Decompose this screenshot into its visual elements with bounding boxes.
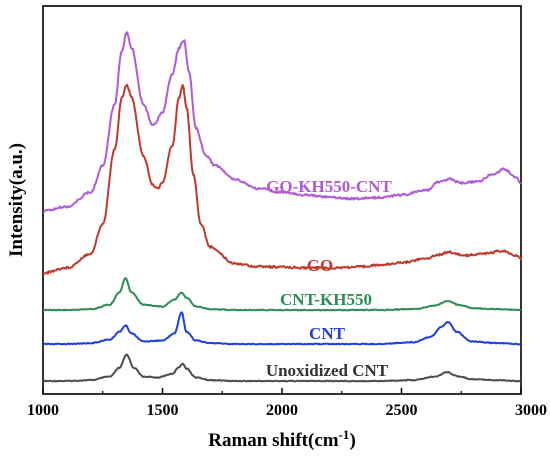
series-label-cnt: CNT: [309, 324, 346, 343]
series-line-go: [42, 83, 522, 275]
x-tick-label: 2500: [386, 402, 418, 419]
y-axis-title: Intensity(a.u.): [6, 143, 27, 257]
x-tick-layer: 1000 1500 2000 2500 3000: [27, 388, 547, 419]
series-label-unoxidized-cnt: Unoxidized CNT: [266, 361, 389, 380]
series-line-cnt-kh550: [42, 277, 522, 312]
series-label-go-kh550-cnt: GO-KH550-CNT: [266, 177, 392, 196]
series-line-go-kh550-cnt: [42, 31, 522, 213]
x-tick-label: 3000: [515, 402, 547, 419]
series-line-cnt: [42, 311, 522, 346]
x-tick-label: 1500: [147, 402, 179, 419]
series-layer: [42, 31, 522, 383]
x-tick-label: 2000: [266, 402, 298, 419]
series-label-go: GO: [307, 256, 333, 275]
series-label-layer: Unoxidized CNT CNT CNT-KH550 GO GO-KH550-CNT: [266, 177, 393, 380]
series-line-unoxidized-cnt: [42, 353, 522, 383]
x-axis-title: Raman shift(cm-1): [208, 427, 356, 451]
series-label-cnt-kh550: CNT-KH550: [280, 290, 372, 309]
x-tick-label: 1000: [27, 402, 59, 419]
